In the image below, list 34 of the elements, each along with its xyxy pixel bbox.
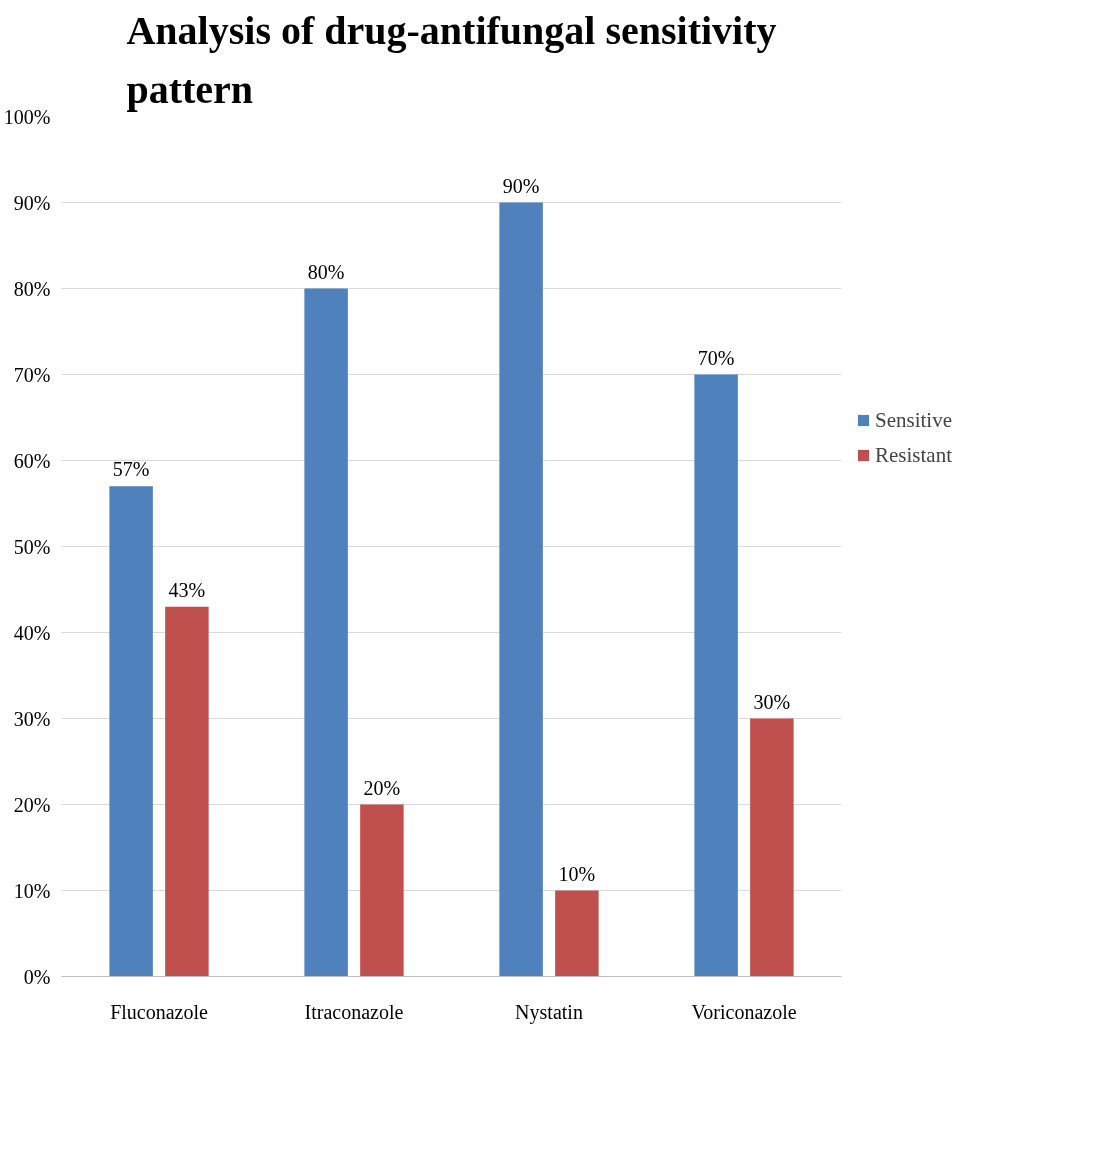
bar xyxy=(304,288,348,977)
data-label: 20% xyxy=(363,776,401,799)
y-tick-label: 90% xyxy=(13,191,51,214)
legend-label: Resistant xyxy=(875,442,952,468)
chart-title: Analysis of drug-antifungal sensitivity pattern xyxy=(126,8,777,112)
y-tick-label: 50% xyxy=(13,535,51,558)
data-label: 57% xyxy=(112,458,150,481)
legend-label: Sensitive xyxy=(875,407,952,433)
data-label: 10% xyxy=(558,862,596,885)
bar xyxy=(750,718,794,977)
y-tick-label: 20% xyxy=(13,793,51,816)
data-label: 30% xyxy=(753,690,791,713)
bar xyxy=(360,804,404,977)
data-label: 70% xyxy=(697,346,735,369)
bar xyxy=(694,374,738,977)
y-tick-label: 40% xyxy=(13,621,51,644)
y-tick-label: 70% xyxy=(13,363,51,386)
bar xyxy=(499,202,543,977)
bar xyxy=(165,606,209,977)
data-label: 80% xyxy=(307,260,345,283)
y-tick-label: 30% xyxy=(13,707,51,730)
y-tick-label: 10% xyxy=(13,879,51,902)
x-tick-label: Itraconazole xyxy=(304,1000,404,1023)
y-tick-label: 0% xyxy=(23,965,51,988)
x-tick-label: Voriconazole xyxy=(691,1000,797,1023)
bar xyxy=(109,486,153,977)
bar xyxy=(555,890,599,977)
y-tick-label: 100% xyxy=(3,105,51,128)
data-label: 90% xyxy=(502,174,540,197)
x-tick-label: Nystatin xyxy=(515,1000,583,1024)
data-label: 43% xyxy=(168,578,206,601)
y-tick-label: 80% xyxy=(13,277,51,300)
y-tick-label: 60% xyxy=(13,449,51,472)
x-tick-label: Fluconazole xyxy=(110,1000,208,1023)
